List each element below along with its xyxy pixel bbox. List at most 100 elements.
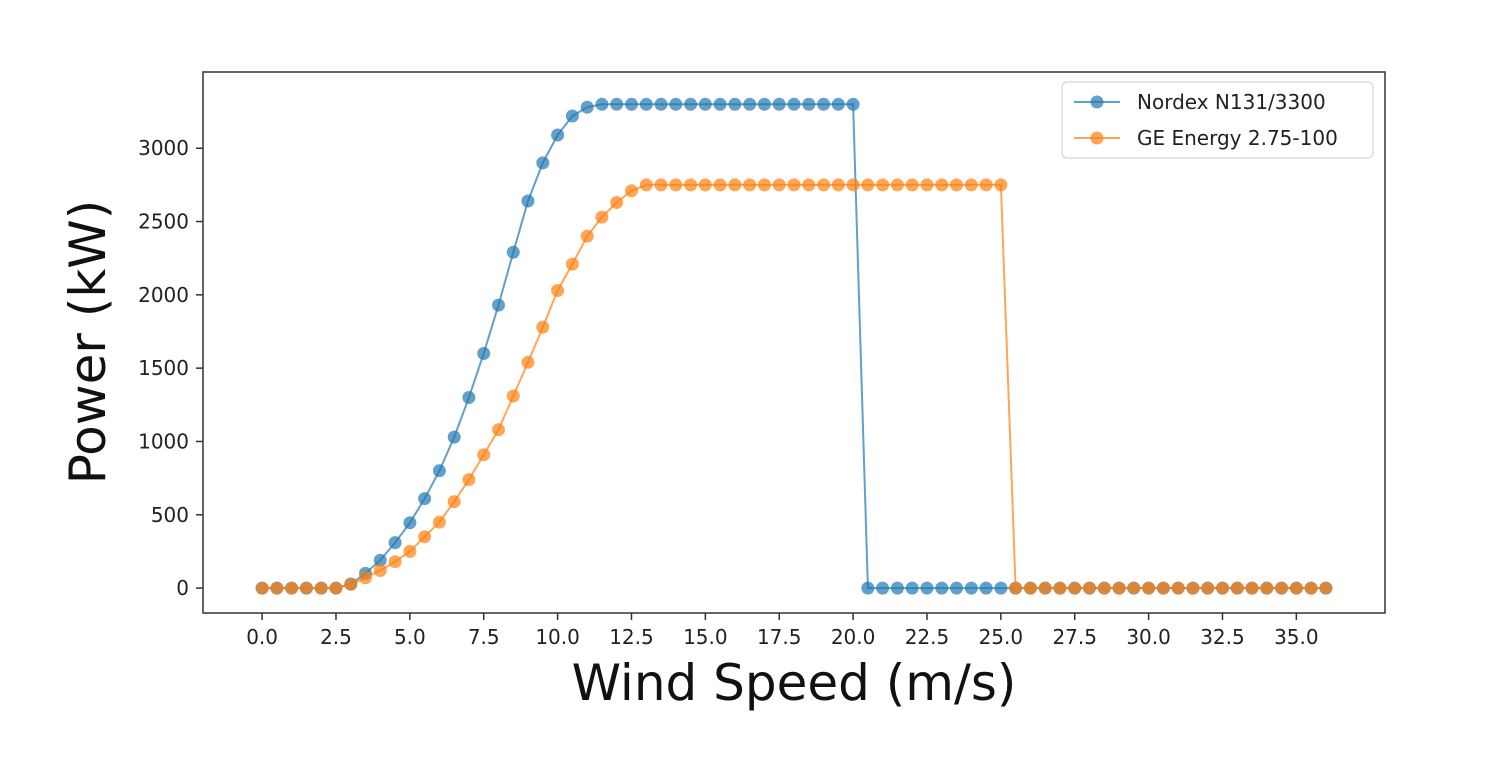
y-tick-label: 1000: [138, 429, 189, 453]
data-point: [846, 178, 860, 192]
data-point: [950, 581, 963, 595]
data-point: [669, 178, 683, 192]
data-point: [1275, 581, 1289, 595]
x-tick-label: 15.0: [683, 625, 728, 649]
y-tick-label: 3000: [138, 136, 189, 160]
data-point: [935, 178, 949, 192]
x-tick-label: 30.0: [1126, 625, 1171, 649]
x-tick-label: 20.0: [831, 625, 876, 649]
data-point: [920, 581, 934, 595]
data-point: [565, 257, 579, 271]
legend-item: GE Energy 2.75-100: [1074, 126, 1338, 150]
data-point: [418, 530, 432, 544]
y-axis-title: Power (kW): [59, 200, 117, 484]
x-tick-label: 35.0: [1274, 625, 1319, 649]
data-point: [447, 430, 461, 444]
data-point: [1083, 581, 1096, 595]
data-point: [861, 178, 875, 192]
legend: Nordex N131/3300 GE Energy 2.75-100: [1061, 81, 1374, 159]
data-point: [802, 178, 816, 192]
data-point: [492, 423, 505, 437]
data-point: [551, 284, 565, 297]
data-point: [373, 564, 387, 577]
data-point: [580, 100, 594, 114]
data-point: [1023, 581, 1037, 595]
data-point: [1289, 581, 1303, 595]
data-point: [772, 97, 786, 111]
x-tick-label: 17.5: [757, 625, 802, 649]
data-point: [1245, 581, 1259, 595]
data-point: [905, 581, 919, 595]
data-point: [728, 178, 742, 192]
data-point: [625, 97, 638, 111]
data-point: [1186, 581, 1200, 595]
data-point: [654, 97, 668, 111]
data-point: [876, 178, 890, 192]
data-point: [979, 178, 993, 192]
x-tick-label: 32.5: [1200, 625, 1245, 649]
data-point: [994, 581, 1008, 595]
data-point: [698, 178, 712, 192]
data-point: [1142, 581, 1156, 595]
legend-marker: [1090, 131, 1104, 145]
y-axis: 0 500 1000 1500 2000 2500 3000: [138, 136, 203, 600]
data-point: [713, 178, 727, 192]
data-point: [1053, 581, 1067, 595]
data-point: [1068, 581, 1082, 595]
x-tick-label: 0.0: [246, 625, 278, 649]
legend-box: [1061, 81, 1374, 159]
plot-frame: [202, 71, 1386, 614]
data-point: [536, 156, 550, 170]
data-point: [876, 581, 890, 595]
data-point: [964, 178, 978, 192]
data-point: [1038, 581, 1052, 595]
data-point: [684, 178, 698, 192]
data-point: [506, 389, 520, 403]
data-point: [477, 448, 491, 462]
data-point: [359, 571, 372, 585]
data-point: [1171, 581, 1185, 595]
data-point: [950, 178, 963, 192]
data-point: [551, 128, 565, 142]
data-point: [890, 581, 904, 595]
data-point: [1156, 581, 1170, 595]
data-point: [432, 515, 446, 529]
data-point: [639, 178, 653, 192]
data-point: [743, 97, 757, 111]
data-point: [1304, 581, 1318, 595]
data-point: [802, 97, 816, 111]
data-point: [565, 109, 579, 123]
data-point: [639, 97, 653, 111]
data-point: [1127, 581, 1141, 595]
data-point: [403, 544, 417, 558]
data-point: [1097, 581, 1111, 595]
data-point: [1230, 581, 1244, 595]
data-point: [1216, 581, 1229, 595]
y-tick-label: 2000: [138, 283, 189, 307]
data-point: [654, 178, 668, 192]
data-point: [462, 391, 476, 404]
data-point: [831, 97, 845, 111]
data-point: [521, 355, 535, 369]
x-tick-label: 12.5: [609, 625, 654, 649]
x-axis: 0.0 2.5 5.0 7.5 10.0 12.5 15.0 17.5 20.0 22.5 25.0…: [246, 613, 1319, 649]
data-point: [743, 178, 757, 192]
data-point: [713, 97, 727, 111]
data-point: [373, 553, 387, 567]
data-point: [285, 581, 299, 595]
data-point: [506, 245, 520, 259]
data-point: [255, 581, 269, 595]
data-point: [432, 464, 446, 478]
legend-label: GE Energy 2.75-100: [1137, 126, 1338, 150]
data-point: [1112, 581, 1126, 595]
x-tick-label: 25.0: [979, 625, 1024, 649]
data-point: [477, 347, 491, 360]
data-point: [521, 194, 535, 208]
data-point: [728, 97, 742, 111]
data-point: [388, 555, 402, 569]
x-tick-label: 7.5: [468, 625, 500, 649]
data-point: [905, 178, 919, 192]
data-point: [1201, 581, 1215, 595]
data-point: [787, 97, 801, 111]
